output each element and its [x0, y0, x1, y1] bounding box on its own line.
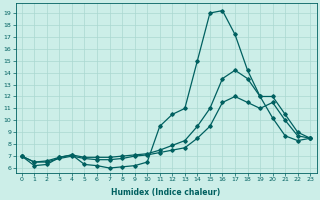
X-axis label: Humidex (Indice chaleur): Humidex (Indice chaleur) [111, 188, 221, 197]
